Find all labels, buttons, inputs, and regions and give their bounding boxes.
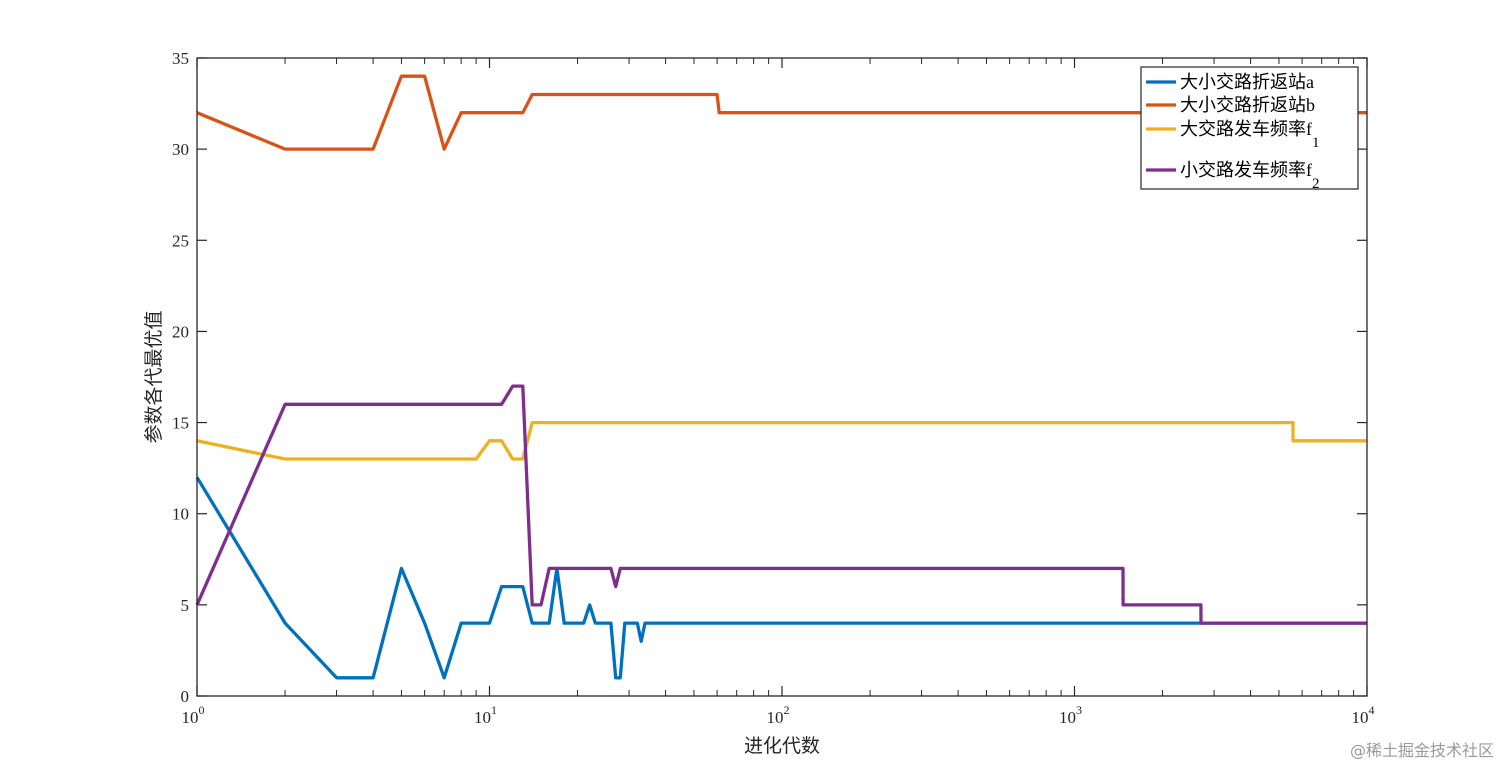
legend-label: 大小交路折返站a xyxy=(1180,72,1314,92)
x-tick-label: 102 xyxy=(767,703,790,727)
x-tick-label: 104 xyxy=(1352,703,1375,727)
series-line-3 xyxy=(196,420,1367,461)
legend-label: 小交路发车频率f2 xyxy=(1180,160,1320,192)
series-line-1 xyxy=(195,476,1367,680)
y-tick-label: 20 xyxy=(172,322,189,341)
x-tick-label: 103 xyxy=(1059,703,1082,727)
y-tick-label: 10 xyxy=(172,505,189,524)
series-lines xyxy=(195,74,1367,680)
legend-label: 大小交路折返站b xyxy=(1180,95,1315,115)
plot-frame xyxy=(196,57,1368,697)
x-tick-label: 101 xyxy=(474,703,497,727)
y-tick-label: 15 xyxy=(172,414,189,433)
watermark: @稀土掘金技术社区 xyxy=(1349,741,1494,760)
y-tick-label: 5 xyxy=(181,596,190,615)
y-axis-label: 参数各代最优值 xyxy=(143,310,165,443)
axes: 0 5 10 15 20 25 30 35 100 101 102 103 104 xyxy=(172,49,1375,727)
y-tick-label: 35 xyxy=(172,49,189,68)
y-tick-label: 25 xyxy=(172,231,189,250)
x-tick-label: 100 xyxy=(182,703,205,727)
series-line-2 xyxy=(196,74,1367,151)
series-line-4 xyxy=(195,384,1367,625)
legend-box xyxy=(1140,66,1359,190)
legend-label: 大交路发车频率f1 xyxy=(1180,119,1320,151)
y-tick-label: 30 xyxy=(172,140,189,159)
y-tick-label: 0 xyxy=(181,687,190,706)
legend: 大小交路折返站a 大小交路折返站b 大交路发车频率f1 小交路发车频率f2 xyxy=(1140,66,1359,192)
x-axis-label: 进化代数 xyxy=(744,735,820,757)
